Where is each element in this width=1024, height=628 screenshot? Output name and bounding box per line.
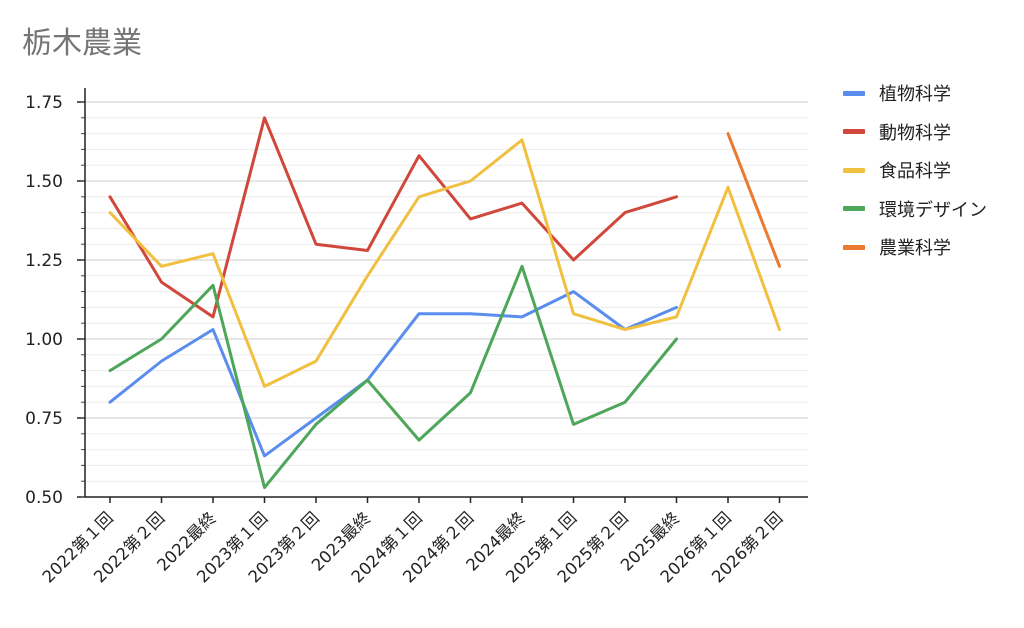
series-line <box>108 290 678 458</box>
y-tick-label: 1.00 <box>25 330 63 350</box>
legend-label: 植物科学 <box>879 84 951 106</box>
legend-swatch <box>843 167 865 173</box>
gridlines <box>85 101 808 482</box>
legend-item: 植物科学 <box>843 74 987 113</box>
series-line <box>108 264 678 490</box>
legend-swatch <box>843 90 865 96</box>
legend-label: 動物科学 <box>879 122 951 144</box>
legend-swatch <box>843 129 865 135</box>
legend-item: 食品科学 <box>843 151 987 190</box>
series-line <box>108 116 678 319</box>
legend-label: 食品科学 <box>879 161 951 183</box>
y-tick-label: 1.75 <box>25 93 63 113</box>
legend-swatch <box>843 244 865 250</box>
legend-item: 農業科学 <box>843 228 987 267</box>
legend-item: 動物科学 <box>843 113 987 152</box>
legend-label: 農業科学 <box>879 238 951 260</box>
chart-title: 栃木農業 <box>22 26 142 61</box>
legend: 植物科学動物科学食品科学環境デザイン 農業科学 <box>843 74 987 267</box>
legend-item: 環境デザイン <box>843 190 987 229</box>
series-line <box>108 138 781 388</box>
y-tick-label: 0.75 <box>25 409 63 429</box>
tick-labels: 0.500.751.001.251.501.752022第１回2022第２回20… <box>25 93 786 587</box>
legend-label: 環境デザイン <box>879 199 987 221</box>
axes <box>77 88 808 503</box>
y-tick-label: 1.50 <box>25 172 63 192</box>
legend-swatch <box>843 206 865 212</box>
series-line <box>726 132 781 268</box>
series-lines <box>108 116 781 490</box>
y-tick-label: 0.50 <box>25 488 63 508</box>
y-tick-label: 1.25 <box>25 251 63 271</box>
